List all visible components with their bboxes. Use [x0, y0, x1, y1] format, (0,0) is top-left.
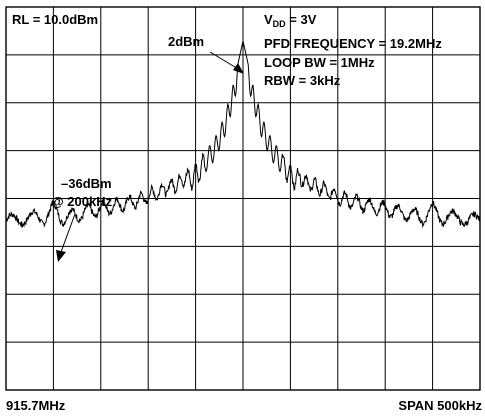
rbw-label: RBW = 3kHz [264, 73, 341, 88]
plot-grid [5, 6, 481, 391]
spectrum-trace [5, 40, 481, 229]
spur-annotation-level: –36dBm [61, 176, 112, 191]
reference-level-label: RL = 10.0dBm [12, 12, 98, 27]
vdd-label: VDD = 3V [264, 12, 317, 29]
loop-bw-label: LOOP BW = 1MHz [264, 55, 375, 70]
spur-arrow-line [60, 213, 76, 253]
pfd-frequency-label: PFD FREQUENCY = 19.2MHz [264, 36, 442, 51]
spur-annotation-offset: @ 200kHz [51, 194, 113, 209]
start-frequency-label: 915.7MHz [6, 398, 66, 413]
peak-arrow-head [233, 63, 244, 74]
span-label: SPAN 500kHz [398, 398, 482, 413]
spur-arrow-head [56, 250, 66, 262]
peak-annotation: 2dBm [168, 34, 204, 49]
peak-arrow-line [209, 51, 241, 71]
